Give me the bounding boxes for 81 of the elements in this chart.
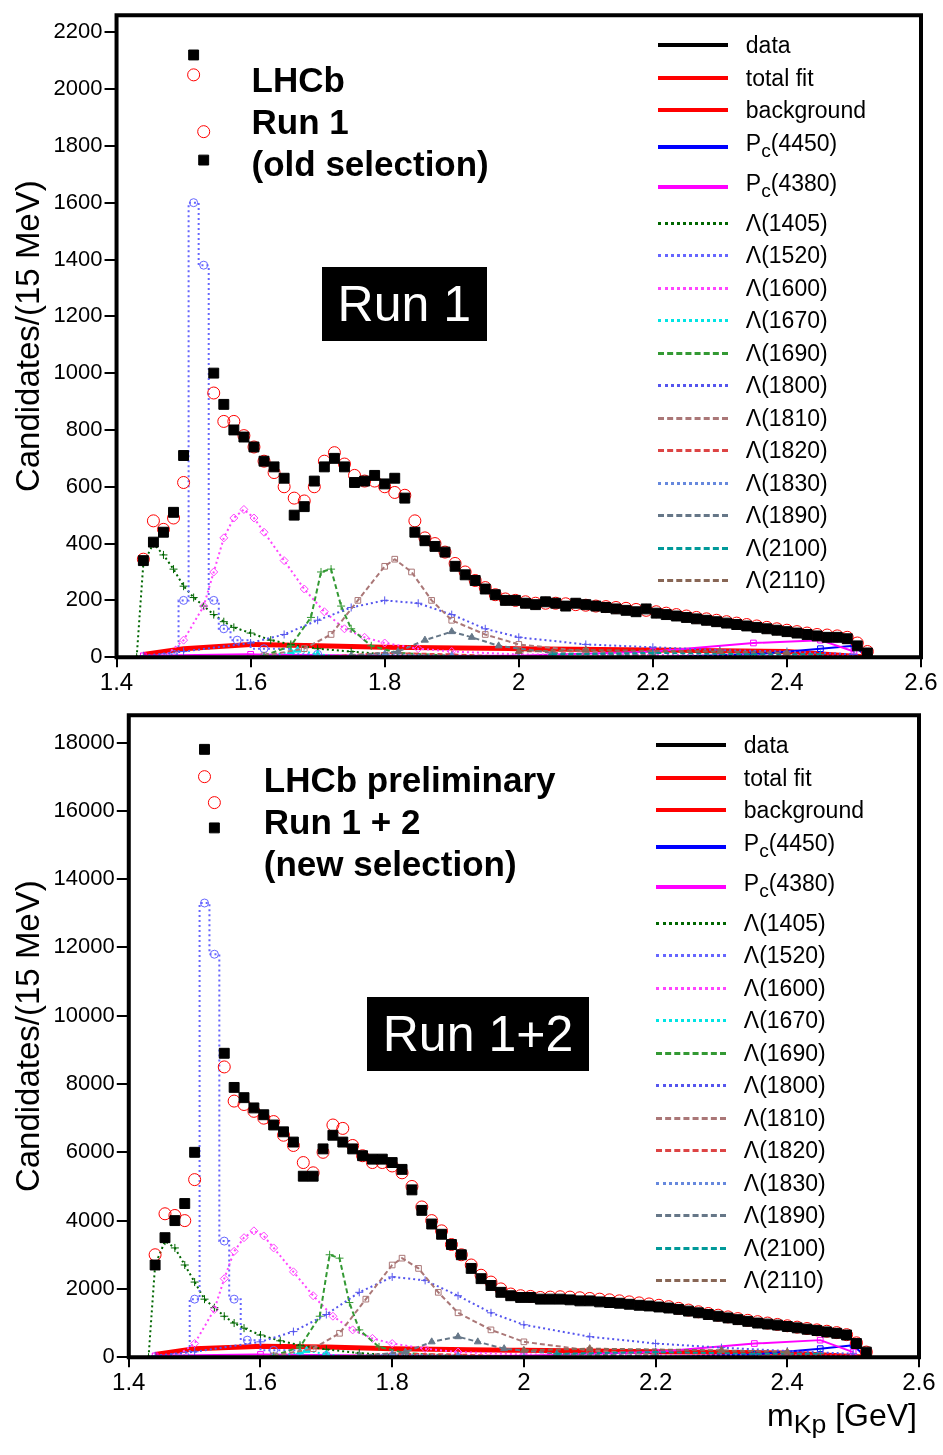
legend-label: Λ(1800)	[743, 1071, 826, 1101]
legend-label: Λ(1830)	[745, 468, 828, 498]
y-tick-label: 2000	[65, 1274, 115, 1300]
legend-label: Λ(1830)	[743, 1168, 826, 1198]
y-tick-label: 1600	[53, 188, 103, 214]
y-tick-label: 10000	[53, 1001, 115, 1027]
legend-label: background	[743, 796, 864, 826]
legend-label: Λ(1890)	[743, 1201, 826, 1231]
annotation: LHCb	[251, 59, 346, 102]
y-tick-label: 600	[65, 472, 103, 498]
x-tick-label: 2	[512, 668, 526, 696]
annotation: LHCb preliminary	[263, 759, 556, 802]
legend-label: P$_{c}$(4450)	[745, 128, 838, 163]
legend-label: Λ(1520)	[743, 941, 826, 971]
x-tick-label: 2.6	[904, 668, 938, 696]
y-tick-label: 1000	[53, 359, 103, 385]
legend-label: Λ(1670)	[743, 1006, 826, 1036]
legend-label: total fit	[745, 63, 814, 93]
y-tick-label: 6000	[65, 1138, 115, 1164]
annotation: Run 1+2	[366, 997, 590, 1072]
x-tick-label: 1.6	[233, 668, 268, 696]
x-tick-label: 2.4	[770, 1368, 804, 1396]
x-tick-label: 1.4	[112, 1368, 146, 1396]
y-axis-title: Candidates/(15 MeV)	[8, 180, 46, 493]
x-tick-label: 1.6	[243, 1368, 278, 1396]
y-tick-label: 200	[65, 586, 103, 612]
y-tick-label: 400	[65, 529, 103, 555]
x-tick-label: 1.8	[368, 668, 402, 696]
legend-label: data	[745, 31, 791, 61]
y-tick-label: 2000	[53, 75, 103, 101]
y-axis-title: Candidates/(15 MeV)	[8, 880, 46, 1193]
x-axis-title: m$_{Kp}$ [GeV]	[767, 1397, 917, 1441]
x-tick-label: 2	[517, 1368, 531, 1396]
legend-label: Λ(1890)	[745, 501, 828, 531]
legend-label: Λ(1810)	[745, 403, 828, 433]
annotation: Run 1	[321, 267, 487, 342]
x-tick-label: 1.4	[99, 668, 134, 696]
legend-label: Λ(1405)	[743, 908, 826, 938]
legend-label: Λ(1690)	[743, 1038, 826, 1068]
legend-label: Λ(2110)	[743, 1266, 824, 1296]
y-tick-label: 12000	[53, 933, 115, 959]
y-tick-label: 2200	[53, 18, 103, 44]
legend-label: Λ(2100)	[745, 533, 828, 563]
y-tick-label: 1200	[53, 302, 103, 328]
y-tick-label: 1400	[53, 245, 103, 271]
x-tick-label: 1.8	[375, 1368, 409, 1396]
annotation: (old selection)	[251, 143, 489, 186]
y-tick-label: 8000	[65, 1070, 115, 1096]
annotation: Run 1 + 2	[263, 801, 422, 844]
legend-label: total fit	[743, 763, 812, 793]
y-tick-label: 800	[65, 416, 103, 442]
legend-label: data	[743, 731, 789, 761]
legend-label: Λ(2110)	[745, 566, 826, 596]
legend-label: background	[745, 96, 866, 126]
y-tick-label: 1800	[53, 131, 103, 157]
y-tick-label: 18000	[53, 728, 115, 754]
x-tick-label: 2.2	[638, 1368, 673, 1396]
legend-label: Λ(1600)	[743, 973, 826, 1003]
legend-label: P$_{c}$(4380)	[745, 168, 838, 203]
y-tick-label: 0	[90, 643, 103, 669]
x-tick-label: 2.4	[770, 668, 804, 696]
annotation: (new selection)	[263, 843, 518, 886]
legend-label: Λ(1520)	[745, 241, 828, 271]
legend-label: P$_{c}$(4380)	[743, 868, 836, 903]
legend-label: Λ(1600)	[745, 273, 828, 303]
annotation: Run 1	[251, 101, 350, 144]
legend-label: Λ(1405)	[745, 208, 828, 238]
y-tick-label: 16000	[53, 796, 115, 822]
legend-label: Λ(1800)	[745, 371, 828, 401]
y-tick-label: 0	[102, 1343, 115, 1369]
legend-label: P$_{c}$(4450)	[743, 828, 836, 863]
legend-label: Λ(1670)	[745, 306, 828, 336]
x-tick-label: 2.6	[902, 1368, 936, 1396]
legend-label: Λ(1690)	[745, 338, 828, 368]
legend-label: Λ(1820)	[743, 1136, 826, 1166]
legend-label: Λ(1820)	[745, 436, 828, 466]
y-tick-label: 4000	[65, 1206, 115, 1232]
legend-label: Λ(1810)	[743, 1103, 826, 1133]
x-tick-label: 2.2	[636, 668, 670, 696]
legend-label: Λ(2100)	[743, 1233, 826, 1263]
y-tick-label: 14000	[53, 865, 115, 891]
